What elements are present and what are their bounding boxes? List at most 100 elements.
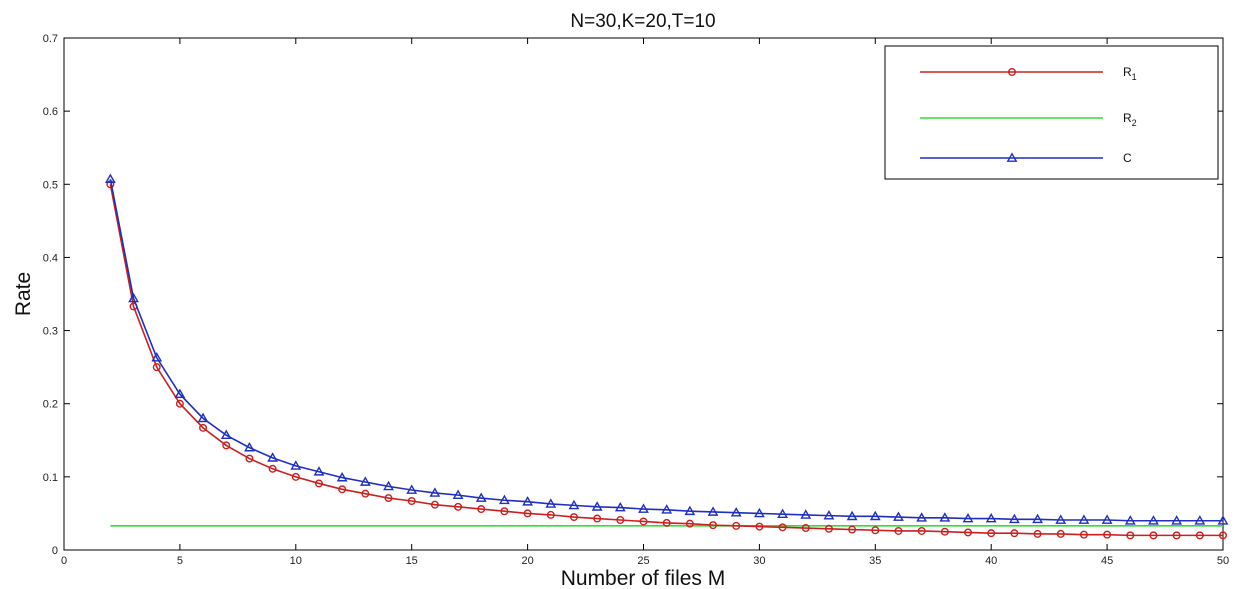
data-point-C	[800, 509, 812, 519]
data-point-R_1	[454, 502, 463, 511]
legend-label-subscript: 1	[1132, 72, 1137, 82]
data-point-R_1	[1172, 531, 1181, 540]
x-tick-label: 0	[61, 555, 67, 567]
data-point-C	[267, 452, 279, 462]
data-point-R_1	[964, 528, 973, 537]
data-point-R_1	[500, 507, 509, 516]
data-point-C	[1078, 514, 1090, 524]
data-point-C	[104, 173, 116, 184]
data-point-R_1	[1056, 529, 1065, 538]
data-point-C	[244, 441, 255, 452]
axis-ticks: 0 5 10 15 20 25 30 35 40 45 50 0 0.1 0.2 0.3 0.4 0.5 0.6 0…	[43, 33, 1229, 567]
data-point-C	[962, 512, 974, 523]
data-point-R_1	[314, 479, 323, 488]
data-point-C	[290, 460, 302, 470]
data-point-R_1	[523, 509, 532, 518]
legend-label-C: C	[1123, 151, 1132, 165]
data-point-R_1	[801, 524, 810, 533]
data-point-C	[1032, 513, 1043, 524]
x-tick-label: 30	[753, 555, 765, 567]
data-point-C	[823, 510, 835, 520]
data-point-C	[174, 388, 186, 399]
data-point-R_1	[1126, 531, 1135, 540]
data-point-C	[846, 510, 858, 521]
series-line-R_1	[109, 184, 1223, 537]
series-layer	[104, 173, 1229, 540]
y-axis-label: Rate	[12, 272, 35, 316]
series-R_1	[106, 180, 1227, 540]
data-point-C	[1055, 514, 1067, 524]
data-point-C	[684, 505, 696, 516]
data-point-R_1	[894, 526, 903, 535]
data-point-C	[383, 480, 394, 491]
data-point-C	[1124, 515, 1136, 525]
data-point-R_1	[1033, 529, 1042, 538]
y-tick-label: 0.4	[43, 252, 58, 264]
data-point-R_1	[662, 518, 671, 527]
x-tick-label: 10	[290, 555, 302, 567]
data-point-C	[313, 466, 325, 476]
x-axis-label: Number of files M	[561, 567, 726, 589]
x-tick-label: 45	[1101, 555, 1113, 567]
data-point-C	[359, 476, 371, 486]
x-tick-label: 15	[406, 555, 418, 567]
data-point-R_1	[384, 494, 393, 503]
data-point-C	[591, 501, 603, 511]
data-point-R_1	[268, 464, 277, 473]
data-point-C	[1217, 515, 1229, 525]
data-point-R_1	[291, 472, 300, 481]
data-point-C	[568, 499, 580, 510]
data-point-C	[893, 511, 904, 521]
data-point-C	[1194, 515, 1206, 525]
legend-label-R_2: R2	[1123, 111, 1137, 128]
legend-label-R_1: R1	[1123, 65, 1137, 82]
data-point-R_1	[477, 505, 486, 514]
data-point-C	[475, 492, 487, 502]
data-point-R_1	[407, 496, 416, 505]
data-point-C	[985, 512, 997, 523]
series-line-C	[109, 179, 1223, 522]
data-point-R_1	[593, 514, 602, 523]
data-point-R_1	[1079, 530, 1088, 539]
data-point-R_1	[848, 525, 857, 534]
legend-label-main: R	[1123, 111, 1132, 125]
chart-title: N=30,K=20,T=10	[570, 11, 715, 32]
data-point-C	[1171, 515, 1183, 525]
data-point-R_1	[245, 454, 254, 463]
y-tick-label: 0.3	[43, 326, 58, 338]
data-point-C	[197, 412, 209, 423]
data-point-C	[452, 489, 464, 499]
x-tick-label: 5	[177, 555, 183, 567]
data-point-R_1	[338, 485, 347, 494]
data-point-C	[730, 507, 742, 517]
data-point-C	[614, 501, 626, 512]
data-point-C	[1101, 514, 1113, 524]
data-point-R_1	[616, 516, 625, 525]
data-point-R_1	[871, 526, 880, 535]
y-tick-label: 0	[52, 545, 58, 557]
data-point-C	[638, 503, 649, 513]
data-point-C	[545, 498, 557, 508]
data-point-R_1	[685, 519, 694, 528]
x-tick-label: 25	[637, 555, 649, 567]
legend-label-main: C	[1123, 151, 1132, 165]
data-point-R_1	[361, 489, 370, 498]
data-point-C	[522, 496, 534, 506]
data-point-R_1	[152, 363, 161, 372]
data-point-R_1	[987, 529, 996, 538]
data-point-R_1	[1149, 531, 1158, 540]
data-point-R_1	[1103, 530, 1112, 539]
y-tick-label: 0.1	[43, 472, 58, 484]
data-point-R_1	[824, 524, 833, 533]
data-point-C	[916, 512, 928, 522]
data-point-C	[753, 507, 765, 518]
legend-entry-R_2: R2	[920, 111, 1137, 128]
data-point-R_1	[917, 526, 926, 535]
data-point-R_1	[546, 510, 555, 519]
data-point-C	[429, 487, 441, 497]
data-point-C	[151, 352, 163, 362]
legend-marker-C	[1006, 152, 1018, 162]
data-point-C	[777, 508, 788, 519]
